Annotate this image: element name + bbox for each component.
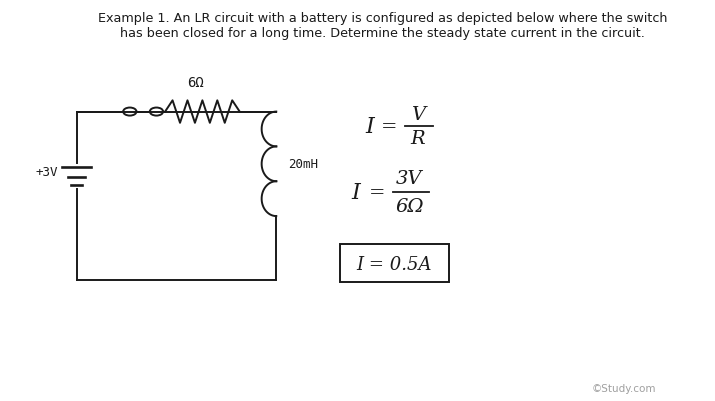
Text: Example 1. An LR circuit with a battery is configured as depicted below where th: Example 1. An LR circuit with a battery … [98, 12, 668, 40]
Text: 6Ω: 6Ω [395, 198, 424, 215]
Text: I = 0.5A: I = 0.5A [356, 255, 432, 273]
Text: V: V [411, 105, 425, 123]
FancyBboxPatch shape [340, 245, 450, 283]
Text: ©Study.com: ©Study.com [591, 383, 656, 393]
Text: +3V: +3V [36, 166, 58, 179]
Text: =: = [381, 117, 398, 135]
Text: 6Ω: 6Ω [187, 76, 204, 90]
Text: =: = [369, 184, 385, 201]
Text: I: I [365, 115, 374, 137]
Text: 3V: 3V [396, 170, 423, 187]
Text: I: I [352, 182, 360, 203]
Text: 20mH: 20mH [288, 158, 318, 171]
Text: R: R [411, 130, 425, 147]
